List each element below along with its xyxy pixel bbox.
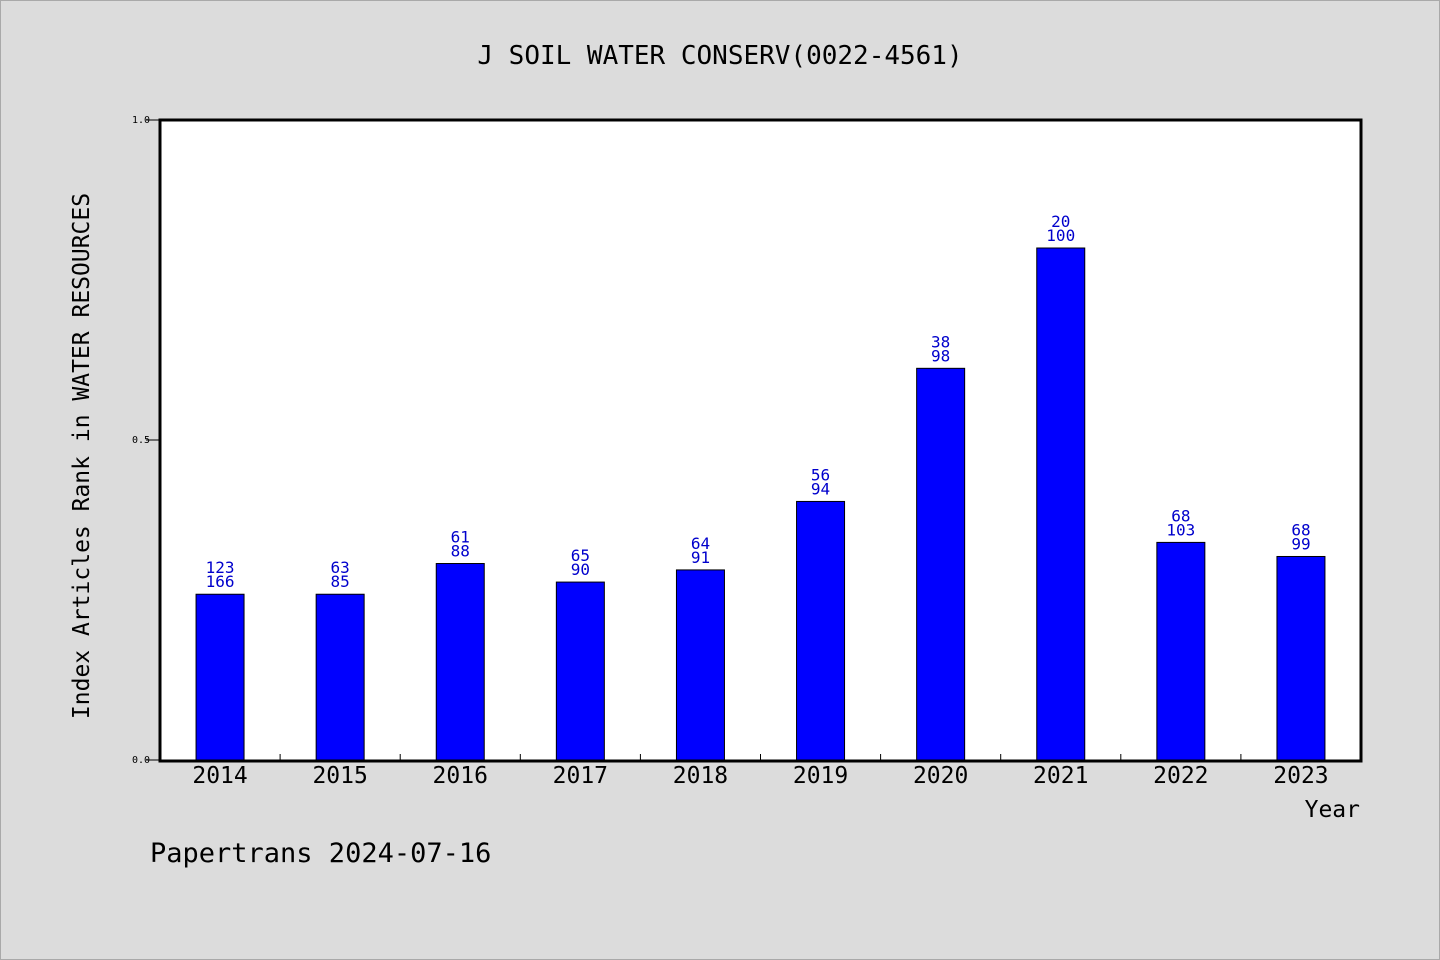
- x-tick-label: 2015: [312, 763, 367, 789]
- bar-2023: [1276, 555, 1326, 761]
- total-label: 166: [206, 572, 235, 591]
- rank-label: 20: [1051, 212, 1070, 231]
- y-tick-label: 0.5: [132, 435, 150, 446]
- total-label: 100: [1046, 226, 1075, 245]
- total-label: 98: [931, 346, 950, 365]
- rank-label: 68: [1291, 520, 1310, 539]
- x-axis: 2014 2015 2016 2017 2018 2019 2020 2021 2022 2023: [192, 754, 1329, 789]
- total-label: 91: [691, 548, 710, 567]
- bars-group: [195, 247, 1326, 761]
- rank-label: 56: [811, 465, 830, 484]
- total-label: 94: [811, 479, 830, 498]
- x-tick-label: 2017: [553, 763, 608, 789]
- bar-2019: [796, 500, 846, 761]
- total-label: 85: [331, 572, 350, 591]
- x-tick-label: 2020: [913, 763, 968, 789]
- total-label: 103: [1166, 520, 1195, 539]
- x-tick-label: 2023: [1273, 763, 1328, 789]
- bar-2014: [195, 593, 245, 761]
- x-axis-label: Year: [1305, 797, 1360, 823]
- rank-label: 68: [1171, 506, 1190, 525]
- rank-label: 63: [331, 558, 350, 577]
- footer-credit: Papertrans 2024-07-16: [150, 838, 491, 869]
- bar-2016: [435, 563, 485, 761]
- x-tick-label: 2014: [192, 763, 247, 789]
- y-axis-label: Index Articles Rank in WATER RESOURCES: [69, 193, 95, 719]
- total-label: 99: [1291, 534, 1310, 553]
- x-tick-label: 2022: [1153, 763, 1208, 789]
- bar-2020: [916, 367, 966, 761]
- total-label: 90: [571, 560, 590, 579]
- bar-2017: [555, 581, 605, 761]
- rank-label: 123: [206, 558, 235, 577]
- x-tick-label: 2021: [1033, 763, 1088, 789]
- x-tick-label: 2019: [793, 763, 848, 789]
- chart-title: J SOIL WATER CONSERV(0022-4561): [477, 41, 962, 71]
- bar-2015: [315, 593, 365, 761]
- rank-label: 64: [691, 534, 710, 553]
- bar-2018: [675, 569, 725, 761]
- y-axis: 0.0 0.5 1.0: [132, 115, 160, 766]
- bar-2022: [1156, 541, 1206, 761]
- y-tick-label: 0.0: [132, 755, 150, 766]
- rank-label: 65: [571, 546, 590, 565]
- bar-2021: [1036, 247, 1086, 761]
- x-tick-label: 2018: [673, 763, 728, 789]
- x-tick-label: 2016: [433, 763, 488, 789]
- rank-label: 38: [931, 332, 950, 351]
- y-tick-label: 1.0: [132, 115, 150, 126]
- total-label: 88: [451, 542, 470, 561]
- rank-label: 61: [451, 528, 470, 547]
